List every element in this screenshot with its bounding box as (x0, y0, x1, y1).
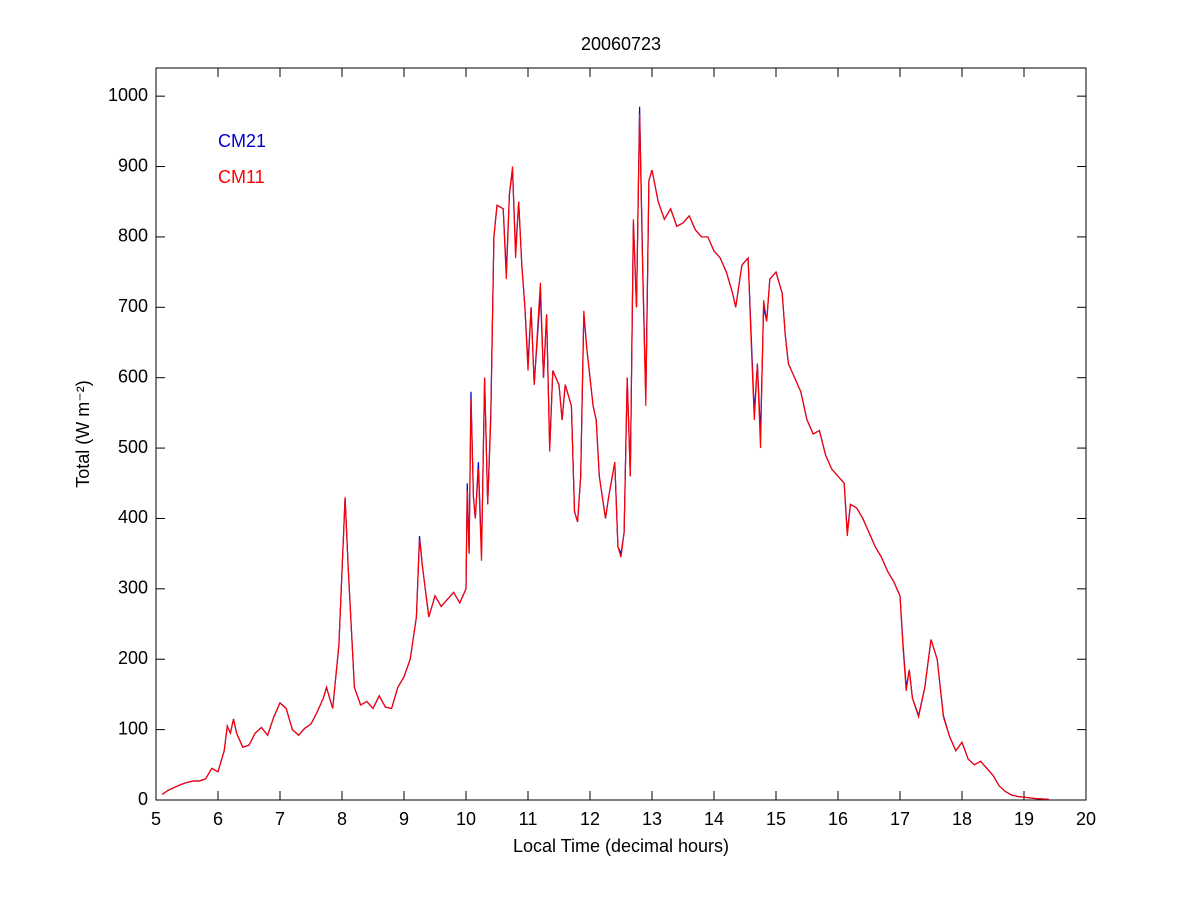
y-tick-label: 900 (118, 155, 148, 175)
y-tick-label: 1000 (108, 85, 148, 105)
x-tick-label: 12 (580, 809, 600, 829)
x-tick-label: 15 (766, 809, 786, 829)
y-axis-label: Total (W m⁻²) (73, 380, 93, 488)
x-tick-label: 17 (890, 809, 910, 829)
x-tick-label: 16 (828, 809, 848, 829)
x-tick-label: 8 (337, 809, 347, 829)
y-tick-label: 800 (118, 226, 148, 246)
y-tick-label: 600 (118, 366, 148, 386)
legend-label: CM11 (218, 167, 265, 187)
y-tick-label: 100 (118, 718, 148, 738)
y-tick-label: 700 (118, 296, 148, 316)
x-tick-label: 10 (456, 809, 476, 829)
legend-label: CM21 (218, 131, 266, 151)
x-tick-label: 6 (213, 809, 223, 829)
x-tick-label: 18 (952, 809, 972, 829)
series-line (161, 113, 1049, 800)
chart-title: 20060723 (581, 34, 661, 54)
x-tick-label: 11 (519, 809, 538, 829)
y-tick-label: 400 (118, 507, 148, 527)
y-tick-label: 200 (118, 648, 148, 668)
y-tick-label: 500 (118, 437, 148, 457)
x-tick-label: 14 (704, 809, 724, 829)
x-tick-label: 9 (399, 809, 409, 829)
x-tick-label: 7 (275, 809, 285, 829)
x-axis-label: Local Time (decimal hours) (513, 836, 729, 856)
x-tick-label: 19 (1014, 809, 1034, 829)
x-tick-label: 13 (642, 809, 662, 829)
x-tick-label: 5 (151, 809, 161, 829)
y-tick-label: 300 (118, 578, 148, 598)
y-tick-label: 0 (138, 789, 148, 809)
plot-frame (155, 67, 1087, 801)
x-tick-label: 20 (1076, 809, 1096, 829)
